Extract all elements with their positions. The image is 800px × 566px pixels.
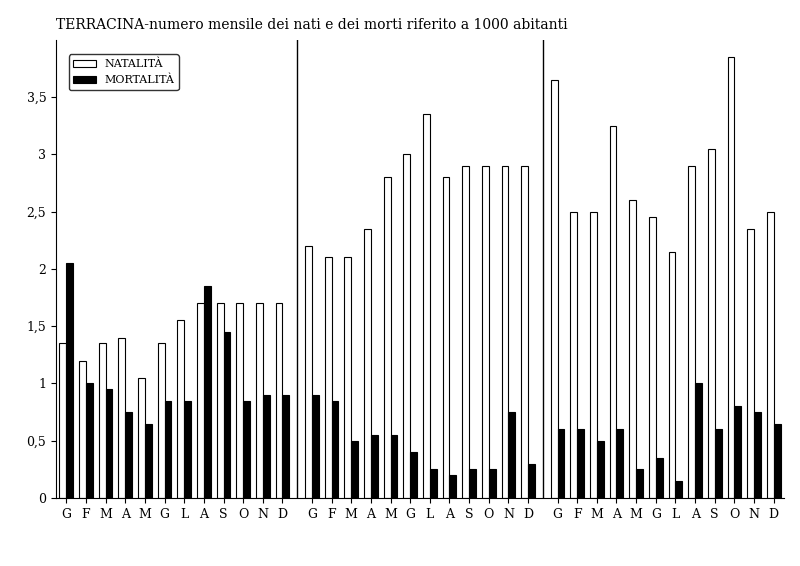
Bar xyxy=(442,177,450,498)
Bar xyxy=(656,458,662,498)
Bar xyxy=(774,423,781,498)
Bar xyxy=(106,389,113,498)
Bar xyxy=(688,166,695,498)
Bar xyxy=(747,229,754,498)
Bar xyxy=(462,166,469,498)
Bar xyxy=(217,303,223,498)
Bar xyxy=(482,166,489,498)
Bar xyxy=(521,166,528,498)
Bar xyxy=(351,441,358,498)
Bar xyxy=(734,406,742,498)
Bar xyxy=(263,395,270,498)
Bar xyxy=(59,344,66,498)
Bar xyxy=(767,212,774,498)
Bar xyxy=(223,332,230,498)
Bar xyxy=(649,217,656,498)
Text: TERRACINA-numero mensile dei nati e dei morti riferito a 1000 abitanti: TERRACINA-numero mensile dei nati e dei … xyxy=(56,18,568,32)
Bar xyxy=(275,303,282,498)
Bar xyxy=(204,286,210,498)
Bar xyxy=(590,212,597,498)
Bar xyxy=(184,401,191,498)
Bar xyxy=(390,435,398,498)
Bar xyxy=(126,412,132,498)
Bar xyxy=(197,303,204,498)
Bar xyxy=(617,429,623,498)
Bar xyxy=(430,469,437,498)
Bar xyxy=(305,246,312,498)
Bar xyxy=(138,378,145,498)
Bar xyxy=(364,229,371,498)
Bar xyxy=(158,344,165,498)
Bar xyxy=(610,126,617,498)
Bar xyxy=(528,464,535,498)
Bar xyxy=(66,263,73,498)
Bar xyxy=(118,337,126,498)
Bar xyxy=(282,395,290,498)
Bar xyxy=(597,441,604,498)
Bar xyxy=(695,384,702,498)
Bar xyxy=(236,303,243,498)
Bar xyxy=(450,475,456,498)
Bar xyxy=(558,429,565,498)
Bar xyxy=(178,320,184,498)
Bar xyxy=(714,429,722,498)
Bar xyxy=(502,166,509,498)
Bar xyxy=(754,412,761,498)
Bar xyxy=(423,114,430,498)
Bar xyxy=(577,429,584,498)
Bar xyxy=(165,401,171,498)
Bar xyxy=(570,212,577,498)
Bar xyxy=(410,452,417,498)
Bar xyxy=(469,469,476,498)
Bar xyxy=(403,155,410,498)
Legend: NATALITÀ, MORTALITÀ: NATALITÀ, MORTALITÀ xyxy=(69,54,178,90)
Bar xyxy=(86,384,93,498)
Bar xyxy=(79,361,86,498)
Bar xyxy=(489,469,496,498)
Bar xyxy=(550,80,558,498)
Bar xyxy=(98,344,106,498)
Bar xyxy=(331,401,338,498)
Bar xyxy=(256,303,263,498)
Bar xyxy=(636,469,643,498)
Bar xyxy=(708,148,714,498)
Bar xyxy=(312,395,319,498)
Bar xyxy=(371,435,378,498)
Bar xyxy=(243,401,250,498)
Bar xyxy=(344,258,351,498)
Bar xyxy=(145,423,152,498)
Bar xyxy=(630,200,636,498)
Bar xyxy=(675,481,682,498)
Bar xyxy=(669,252,675,498)
Bar xyxy=(384,177,390,498)
Bar xyxy=(509,412,515,498)
Bar xyxy=(727,57,734,498)
Bar xyxy=(325,258,331,498)
